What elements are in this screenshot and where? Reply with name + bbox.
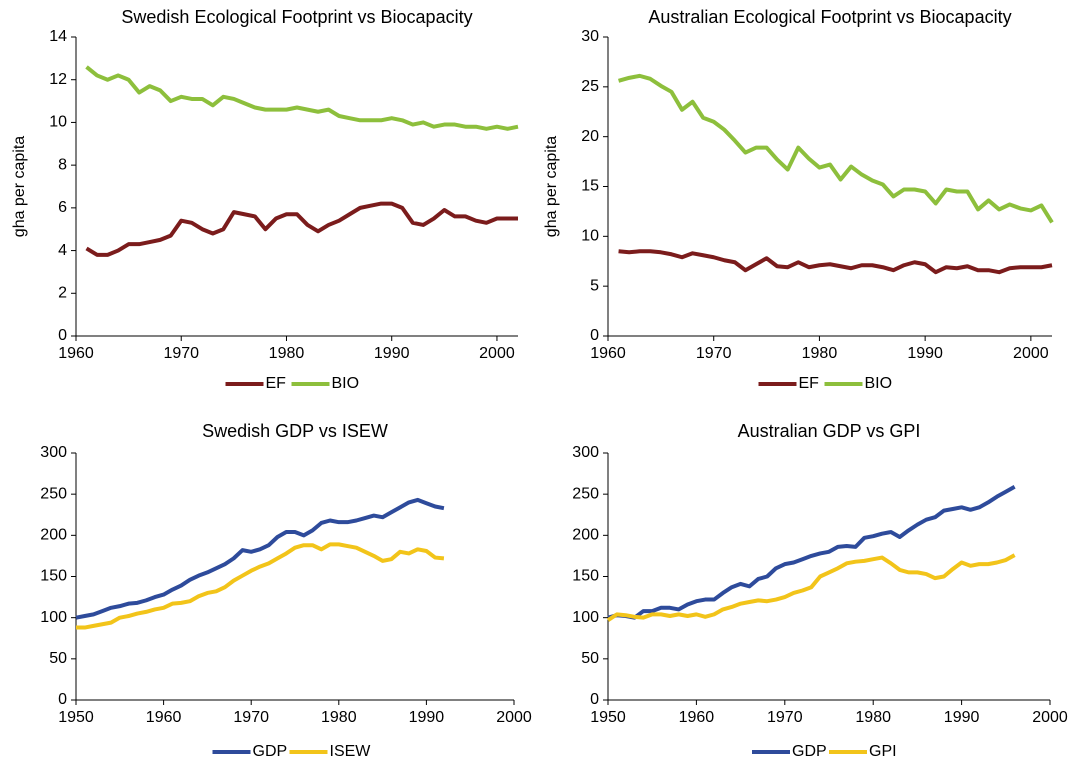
y-tick-label: 0 — [590, 327, 599, 344]
x-tick-label: 1960 — [590, 345, 626, 362]
x-tick-label: 2000 — [1032, 709, 1068, 726]
y-tick-label: 15 — [581, 178, 599, 195]
x-tick-label: 2000 — [496, 709, 532, 726]
y-tick-label: 300 — [572, 444, 599, 461]
y-tick-label: 150 — [40, 568, 67, 585]
legend-label: EF — [799, 375, 820, 392]
x-tick-label: 1980 — [321, 709, 357, 726]
y-tick-label: 8 — [58, 156, 67, 173]
x-tick-label: 1970 — [696, 345, 732, 362]
x-tick-label: 1980 — [269, 345, 305, 362]
legend-label: GDP — [792, 743, 827, 760]
y-tick-label: 250 — [572, 485, 599, 502]
x-tick-label: 1970 — [767, 709, 803, 726]
x-tick-label: 1990 — [907, 345, 943, 362]
y-tick-label: 14 — [49, 28, 67, 45]
x-tick-label: 1990 — [374, 345, 410, 362]
y-tick-label: 5 — [590, 277, 599, 294]
x-tick-label: 1980 — [855, 709, 891, 726]
y-tick-label: 25 — [581, 78, 599, 95]
y-tick-label: 150 — [572, 568, 599, 585]
y-tick-label: 50 — [581, 650, 599, 667]
data-line — [85, 65, 519, 131]
legend-label: EF — [266, 375, 287, 392]
y-axis-label: gha per capita — [543, 136, 560, 238]
y-tick-label: 20 — [581, 128, 599, 145]
x-tick-label: 1980 — [802, 345, 838, 362]
legend-label: BIO — [332, 375, 360, 392]
data-line — [618, 249, 1053, 275]
y-tick-label: 4 — [58, 242, 67, 259]
data-line — [618, 73, 1054, 224]
y-tick-label: 200 — [40, 527, 67, 544]
legend-label: GPI — [869, 743, 897, 760]
chart-title: Swedish Ecological Footprint vs Biocapac… — [121, 7, 472, 27]
x-tick-label: 1990 — [944, 709, 980, 726]
data-line — [75, 497, 445, 620]
y-tick-label: 6 — [58, 199, 67, 216]
y-tick-label: 12 — [49, 71, 67, 88]
x-tick-label: 1990 — [409, 709, 445, 726]
data-line — [76, 542, 445, 630]
y-tick-label: 250 — [40, 485, 67, 502]
y-tick-label: 300 — [40, 444, 67, 461]
legend-label: ISEW — [330, 743, 372, 760]
y-tick-label: 30 — [581, 28, 599, 45]
y-tick-label: 10 — [49, 114, 67, 131]
legend-label: GDP — [253, 743, 288, 760]
x-tick-label: 1970 — [163, 345, 199, 362]
legend-label: BIO — [865, 375, 893, 392]
y-tick-label: 0 — [590, 691, 599, 708]
x-tick-label: 1960 — [679, 709, 715, 726]
x-tick-label: 1960 — [146, 709, 182, 726]
y-tick-label: 10 — [581, 228, 599, 245]
x-tick-label: 1960 — [58, 345, 94, 362]
y-tick-label: 0 — [58, 327, 67, 344]
x-tick-label: 2000 — [1013, 345, 1049, 362]
data-line — [607, 485, 1016, 620]
x-tick-label: 1970 — [233, 709, 269, 726]
x-tick-label: 1950 — [58, 709, 94, 726]
x-tick-label: 1950 — [590, 709, 626, 726]
y-axis-label: gha per capita — [11, 136, 28, 238]
chart-title: Australian Ecological Footprint vs Bioca… — [648, 7, 1011, 27]
y-tick-label: 50 — [49, 650, 67, 667]
chart-title: Swedish GDP vs ISEW — [202, 421, 388, 441]
y-tick-label: 2 — [58, 285, 67, 302]
y-tick-label: 100 — [572, 609, 599, 626]
y-tick-label: 200 — [572, 527, 599, 544]
x-tick-label: 2000 — [479, 345, 515, 362]
data-line — [85, 201, 518, 257]
chart-title: Australian GDP vs GPI — [738, 421, 921, 441]
y-tick-label: 0 — [58, 691, 67, 708]
y-tick-label: 100 — [40, 609, 67, 626]
data-line — [606, 553, 1016, 622]
